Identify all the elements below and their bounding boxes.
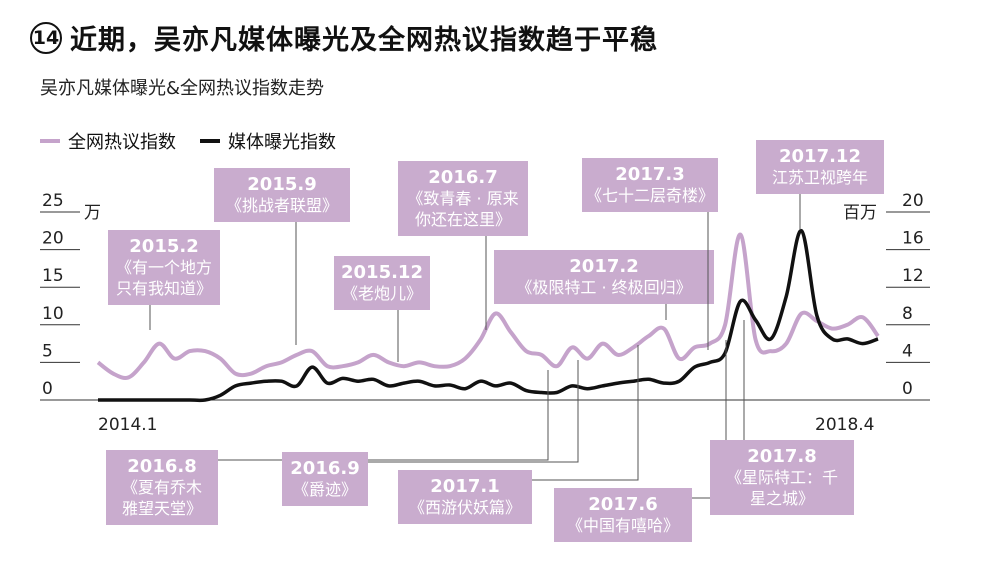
annotation-date: 2017.3 bbox=[615, 164, 684, 185]
annotation-leader-line bbox=[218, 370, 549, 461]
annotation-text: 雅望天堂》 bbox=[122, 499, 202, 518]
legend-item-heat: 全网热议指数 bbox=[40, 128, 176, 154]
chart-title-text: 近期，吴亦凡媒体曝光及全网热议指数趋于平稳 bbox=[70, 25, 658, 56]
annotation-box bbox=[282, 452, 368, 506]
right-tick-label: 20 bbox=[902, 191, 924, 211]
annotation-date: 2017.1 bbox=[430, 476, 499, 497]
annotation-leader-line bbox=[295, 213, 350, 345]
annotation-text: 《极限特工 · 终极回归》 bbox=[516, 278, 691, 297]
annotation-date: 2016.7 bbox=[428, 167, 497, 188]
annotation-text: 《爵迹》 bbox=[293, 480, 357, 499]
annotation-text: 《七十二层奇楼》 bbox=[586, 186, 714, 205]
annotation-text: 《致青春 · 原来 bbox=[407, 189, 518, 208]
annotation-callout: 2017.2《极限特工 · 终极回归》 bbox=[494, 250, 714, 320]
legend-item-exposure: 媒体曝光指数 bbox=[200, 128, 336, 154]
annotation-box bbox=[582, 158, 718, 212]
annotation-leader-line bbox=[397, 301, 430, 362]
annotation-box bbox=[106, 450, 218, 525]
annotation-leader-line bbox=[485, 227, 528, 330]
annotation-text: 只有我知道》 bbox=[116, 279, 212, 298]
annotation-date: 2017.6 bbox=[588, 494, 657, 515]
annotation-callout: 2017.6《中国有嘻哈》 bbox=[554, 340, 727, 542]
annotation-date: 2017.12 bbox=[779, 146, 861, 167]
annotation-date: 2017.2 bbox=[569, 256, 638, 277]
annotation-date: 2015.12 bbox=[341, 262, 423, 283]
series-line-heat bbox=[96, 232, 880, 380]
annotation-box bbox=[756, 140, 884, 194]
right-tick-label: 0 bbox=[902, 379, 913, 399]
right-tick-label: 16 bbox=[902, 229, 924, 249]
legend-label-exposure: 媒体曝光指数 bbox=[228, 132, 336, 153]
chart-title: 14 近期，吴亦凡媒体曝光及全网热议指数趋于平稳 bbox=[30, 18, 658, 57]
left-tick-label: 5 bbox=[42, 341, 53, 361]
annotation-leader-line bbox=[665, 295, 714, 320]
annotation-text: 《夏有乔木 bbox=[122, 478, 202, 497]
left-tick-label: 15 bbox=[42, 266, 64, 286]
legend-swatch-exposure bbox=[200, 139, 220, 143]
right-tick-label: 12 bbox=[902, 266, 924, 286]
annotation-date: 2016.8 bbox=[127, 456, 196, 477]
annotation-date: 2016.9 bbox=[290, 458, 359, 479]
annotation-leader-line bbox=[532, 345, 639, 481]
annotation-box bbox=[334, 256, 430, 310]
x-start-label: 2014.1 bbox=[98, 415, 157, 435]
annotation-text: 《星际特工：千 bbox=[726, 468, 838, 487]
chart-subtitle: 吴亦凡媒体曝光&全网热议指数走势 bbox=[40, 78, 325, 99]
annotation-date: 2015.2 bbox=[129, 236, 198, 257]
annotation-callout: 2016.9《爵迹》 bbox=[282, 360, 579, 506]
annotation-text: 《挑战者联盟》 bbox=[226, 196, 338, 215]
annotation-box bbox=[494, 250, 714, 304]
annotation-leader-line bbox=[707, 203, 718, 350]
legend-label-heat: 全网热议指数 bbox=[68, 132, 176, 153]
right-tick-label: 4 bbox=[902, 341, 913, 361]
left-axis-unit: 万 bbox=[84, 203, 101, 223]
annotation-text: 《西游伏妖篇》 bbox=[409, 498, 521, 517]
annotation-callout: 2017.3《七十二层奇楼》 bbox=[582, 158, 718, 350]
legend: 全网热议指数 媒体曝光指数 bbox=[40, 128, 360, 154]
annotation-text: 星之城》 bbox=[750, 489, 814, 508]
annotation-box bbox=[398, 470, 532, 524]
annotation-box bbox=[554, 488, 692, 542]
annotation-leader-line bbox=[743, 320, 854, 451]
annotation-box bbox=[108, 230, 220, 305]
annotation-callout: 2017.1《西游伏妖篇》 bbox=[398, 345, 639, 524]
section-number-badge: 14 bbox=[30, 21, 62, 54]
annotation-leader-line bbox=[149, 296, 220, 330]
annotation-leader-line bbox=[368, 360, 579, 463]
series-line-exposure bbox=[98, 229, 879, 403]
left-tick-label: 10 bbox=[42, 304, 64, 324]
annotation-box bbox=[398, 161, 528, 236]
annotation-text: 江苏卫视跨年 bbox=[772, 168, 868, 187]
annotation-date: 2015.9 bbox=[247, 174, 316, 195]
annotation-box bbox=[710, 440, 854, 515]
right-tick-label: 8 bbox=[902, 304, 913, 324]
left-tick-label: 25 bbox=[42, 191, 64, 211]
annotation-text: 你还在这里》 bbox=[415, 210, 511, 229]
annotation-callout: 2015.9《挑战者联盟》 bbox=[214, 168, 350, 345]
legend-swatch-heat bbox=[40, 139, 60, 143]
annotation-text: 《有一个地方 bbox=[116, 258, 212, 277]
annotation-leader-line bbox=[799, 185, 884, 230]
annotation-text: 《老炮儿》 bbox=[342, 284, 422, 303]
right-axis-unit: 百万 bbox=[843, 203, 877, 223]
x-end-label: 2018.4 bbox=[815, 415, 874, 435]
left-tick-label: 0 bbox=[42, 379, 53, 399]
left-tick-label: 20 bbox=[42, 229, 64, 249]
annotation-date: 2017.8 bbox=[747, 446, 816, 467]
annotation-leader-line bbox=[692, 340, 727, 499]
annotation-box bbox=[214, 168, 350, 222]
annotation-callout: 2015.12《老炮儿》 bbox=[334, 256, 430, 362]
annotation-text: 《中国有嘻哈》 bbox=[567, 516, 679, 535]
